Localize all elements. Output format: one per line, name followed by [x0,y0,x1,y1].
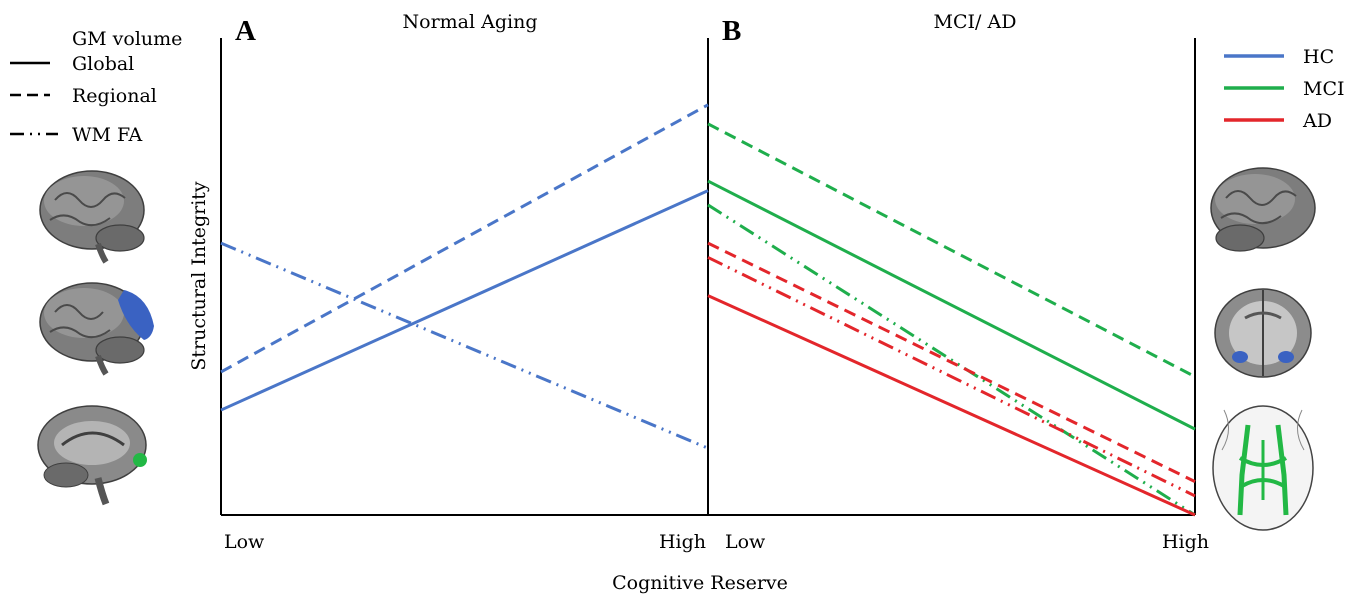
legend-label-global: Global [72,53,134,75]
series-line-b-ad-regional [707,241,1196,483]
y-axis-title: Structural Integrity [188,181,210,371]
series-line-a-hc-global [220,189,709,412]
brain-lateral-icon [39,170,145,264]
x-axis-title: Cognitive Reserve [612,572,788,594]
panel-a-title: Normal Aging [403,11,538,33]
brain-tracts-icon [1212,405,1314,531]
series-line-b-mci-wm-fa [707,203,1196,517]
series-line-b-mci-global [707,179,1196,431]
legend-label-mci: MCI [1303,78,1345,100]
panel-b-letter: B [722,15,741,47]
legend-label-hc: HC [1303,46,1334,68]
axes [220,38,1196,516]
panel-b-x-tick-low: Low [725,531,766,553]
series-line-a-hc-regional [220,103,709,374]
brain-sagittal-icon [37,405,147,506]
panel-b-title: MCI/ AD [934,11,1017,33]
panel-a-x-tick-high: High [659,531,706,553]
brain-lateral-icon [1210,167,1316,252]
legend-label-ad: AD [1302,110,1332,132]
series-layer [220,103,1196,517]
legend-right: HC MCI AD [1224,46,1345,132]
panel-b-x-tick-high: High [1162,531,1209,553]
series-line-b-ad-wm-fa [707,256,1196,498]
legend-label-regional: Regional [72,85,157,107]
series-line-a-hc-wm-fa [220,241,709,450]
panel-a-x-tick-low: Low [224,531,265,553]
series-line-b-mci-regional [707,122,1196,379]
legend-left-header: GM volume [72,28,182,50]
panel-a-letter: A [235,15,256,47]
brain-lateral-region-icon [39,282,154,376]
legend-label-wm-fa: WM FA [72,124,143,146]
legend-left: GM volume Global Regional WM FA [10,28,182,146]
series-line-b-ad-global [707,294,1196,517]
brain-coronal-icon [1214,288,1312,378]
